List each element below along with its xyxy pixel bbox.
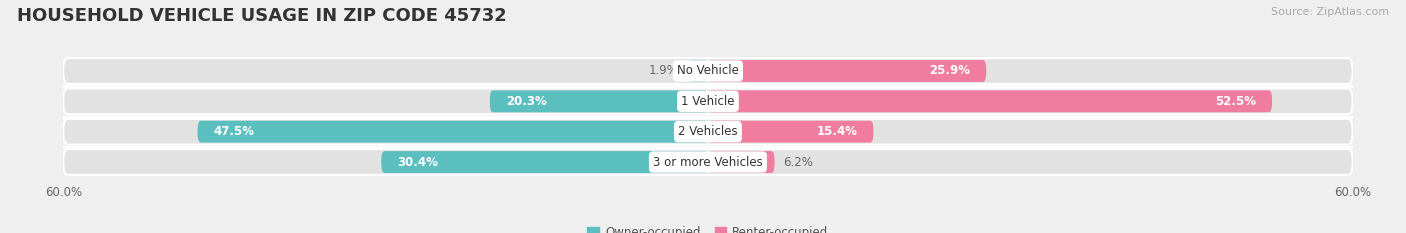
Text: 1 Vehicle: 1 Vehicle — [681, 95, 735, 108]
FancyBboxPatch shape — [489, 90, 707, 112]
FancyBboxPatch shape — [63, 149, 1353, 175]
FancyBboxPatch shape — [707, 151, 775, 173]
Text: HOUSEHOLD VEHICLE USAGE IN ZIP CODE 45732: HOUSEHOLD VEHICLE USAGE IN ZIP CODE 4573… — [17, 7, 506, 25]
Text: 30.4%: 30.4% — [398, 155, 439, 168]
Text: 6.2%: 6.2% — [783, 155, 813, 168]
Text: 1.9%: 1.9% — [650, 65, 679, 78]
Text: 15.4%: 15.4% — [817, 125, 858, 138]
FancyBboxPatch shape — [63, 119, 1353, 144]
FancyBboxPatch shape — [381, 151, 707, 173]
Legend: Owner-occupied, Renter-occupied: Owner-occupied, Renter-occupied — [582, 221, 834, 233]
Text: No Vehicle: No Vehicle — [676, 65, 740, 78]
FancyBboxPatch shape — [688, 60, 707, 82]
FancyBboxPatch shape — [707, 121, 873, 143]
FancyBboxPatch shape — [707, 60, 986, 82]
Text: 3 or more Vehicles: 3 or more Vehicles — [652, 155, 763, 168]
Text: 47.5%: 47.5% — [214, 125, 254, 138]
FancyBboxPatch shape — [63, 89, 1353, 114]
Text: Source: ZipAtlas.com: Source: ZipAtlas.com — [1271, 7, 1389, 17]
Text: 52.5%: 52.5% — [1215, 95, 1256, 108]
FancyBboxPatch shape — [63, 58, 1353, 84]
FancyBboxPatch shape — [198, 121, 707, 143]
FancyBboxPatch shape — [707, 90, 1272, 112]
Text: 2 Vehicles: 2 Vehicles — [678, 125, 738, 138]
Text: 20.3%: 20.3% — [506, 95, 547, 108]
Text: 25.9%: 25.9% — [929, 65, 970, 78]
